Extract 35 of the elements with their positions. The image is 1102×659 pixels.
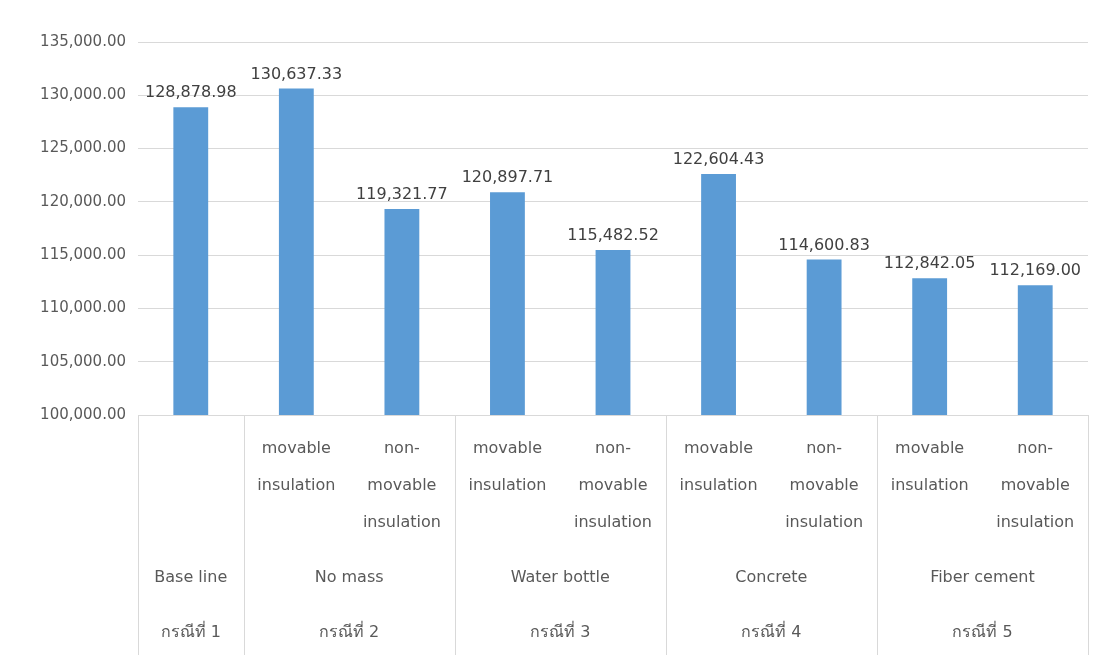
x-tick-label: non-movable insulation — [996, 438, 1075, 532]
data-label: 130,637.33 — [250, 63, 343, 83]
y-tick-label: 135,000.00 — [40, 31, 126, 50]
data-label: 128,878.98 — [144, 82, 237, 102]
text: กรณีที่ 2 — [318, 620, 380, 642]
data-label: 114,600.83 — [778, 234, 870, 254]
x-tick-label: movable insulation — [468, 438, 547, 495]
text: กรณีที่ 5 — [952, 620, 1013, 642]
y-tick-label: 120,000.00 — [40, 191, 126, 210]
text: Water bottle — [510, 567, 610, 587]
y-tick-label: 110,000.00 — [40, 298, 126, 317]
x-tick-label: movable insulation — [890, 438, 969, 495]
y-tick-label: 100,000.00 — [40, 404, 126, 423]
data-label: 112,842.05 — [883, 253, 976, 273]
y-tick-label: 130,000.00 — [40, 85, 126, 104]
text: Fiber cement — [930, 567, 1035, 587]
data-label: 119,321.77 — [356, 184, 448, 204]
text: No mass — [314, 567, 384, 587]
data-label: 115,482.52 — [567, 225, 659, 245]
text: Concrete — [735, 567, 808, 587]
text: กรณีที่ 1 — [160, 620, 221, 642]
x-tick-label: non-movable insulation — [785, 438, 864, 532]
x-tick-label: movable insulation — [679, 438, 758, 495]
text: Base line — [154, 567, 228, 587]
y-tick-label: 115,000.00 — [40, 245, 126, 264]
x-tick-label: non-movable insulation — [362, 438, 441, 532]
y-tick-label: 105,000.00 — [40, 351, 126, 370]
data-label: 122,604.43 — [672, 149, 765, 169]
x-tick-label: non-movable insulation — [574, 438, 652, 532]
text: กรณีที่ 3 — [530, 620, 591, 642]
data-label: 120,897.71 — [461, 167, 554, 187]
data-label: 112,169.00 — [989, 260, 1082, 280]
y-tick-label: 125,000.00 — [40, 138, 126, 157]
x-tick-label: movable insulation — [257, 438, 336, 495]
text: กรณีที่ 4 — [741, 620, 802, 642]
